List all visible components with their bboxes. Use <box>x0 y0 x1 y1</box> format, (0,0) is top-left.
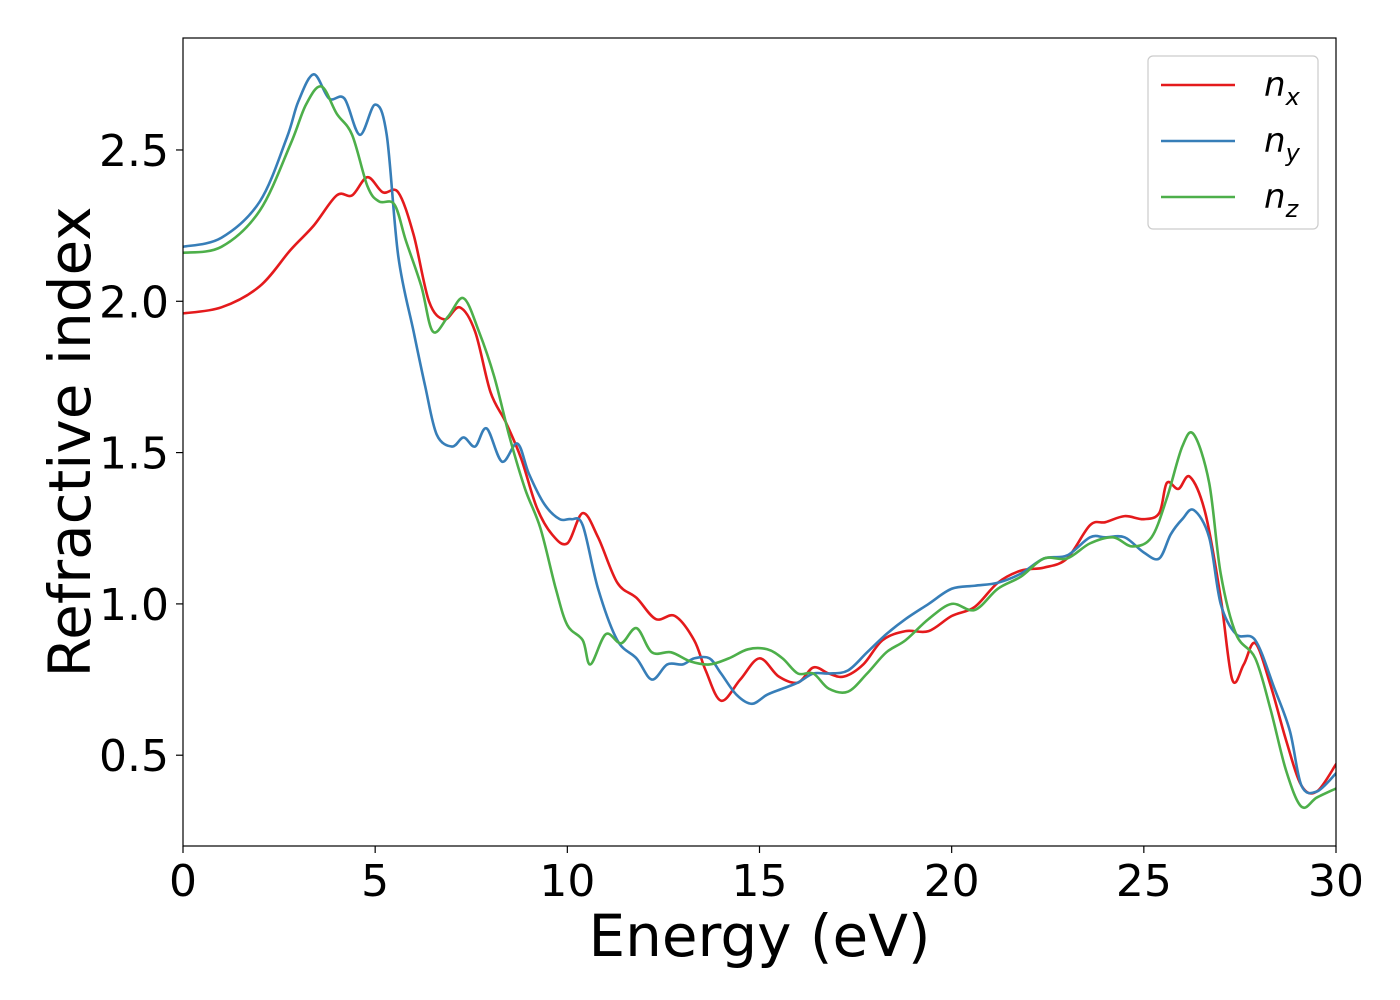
series-line-nz <box>183 85 1336 809</box>
y-tick-label: 0.5 <box>99 731 169 782</box>
x-tick-label: 30 <box>1308 856 1364 907</box>
series-line-ny <box>183 73 1336 795</box>
x-tick-label: 15 <box>732 856 788 907</box>
x-axis-ticks: 0 5 10 15 20 25 30 <box>169 846 1364 907</box>
y-tick-label: 1.5 <box>99 429 169 480</box>
x-tick-label: 0 <box>169 856 197 907</box>
x-axis-title: Energy (eV) <box>588 902 930 970</box>
legend-label-ny: ny <box>1264 121 1301 167</box>
series-layer <box>183 73 1336 809</box>
y-tick-label: 1.0 <box>99 580 169 631</box>
legend-label-nz: nz <box>1264 177 1300 223</box>
y-tick-label: 2.5 <box>99 126 169 177</box>
legend: nx ny nz <box>1147 55 1319 230</box>
x-tick-label: 10 <box>539 856 595 907</box>
y-axis-ticks: 0.5 1.0 1.5 2.0 2.5 <box>99 126 183 782</box>
y-tick-label: 2.0 <box>99 277 169 328</box>
plot-area: 0 5 10 15 20 25 30 0.5 1.0 1.5 2.0 2.5 <box>99 37 1364 907</box>
x-tick-label: 20 <box>924 856 980 907</box>
legend-frame <box>1147 55 1319 230</box>
legend-items: nx ny nz <box>1161 65 1301 223</box>
series-line-nx <box>183 175 1336 795</box>
legend-label-nx: nx <box>1264 65 1301 111</box>
y-axis-title: Refractive index <box>36 206 104 677</box>
x-tick-label: 25 <box>1116 856 1172 907</box>
x-tick-label: 5 <box>361 856 389 907</box>
